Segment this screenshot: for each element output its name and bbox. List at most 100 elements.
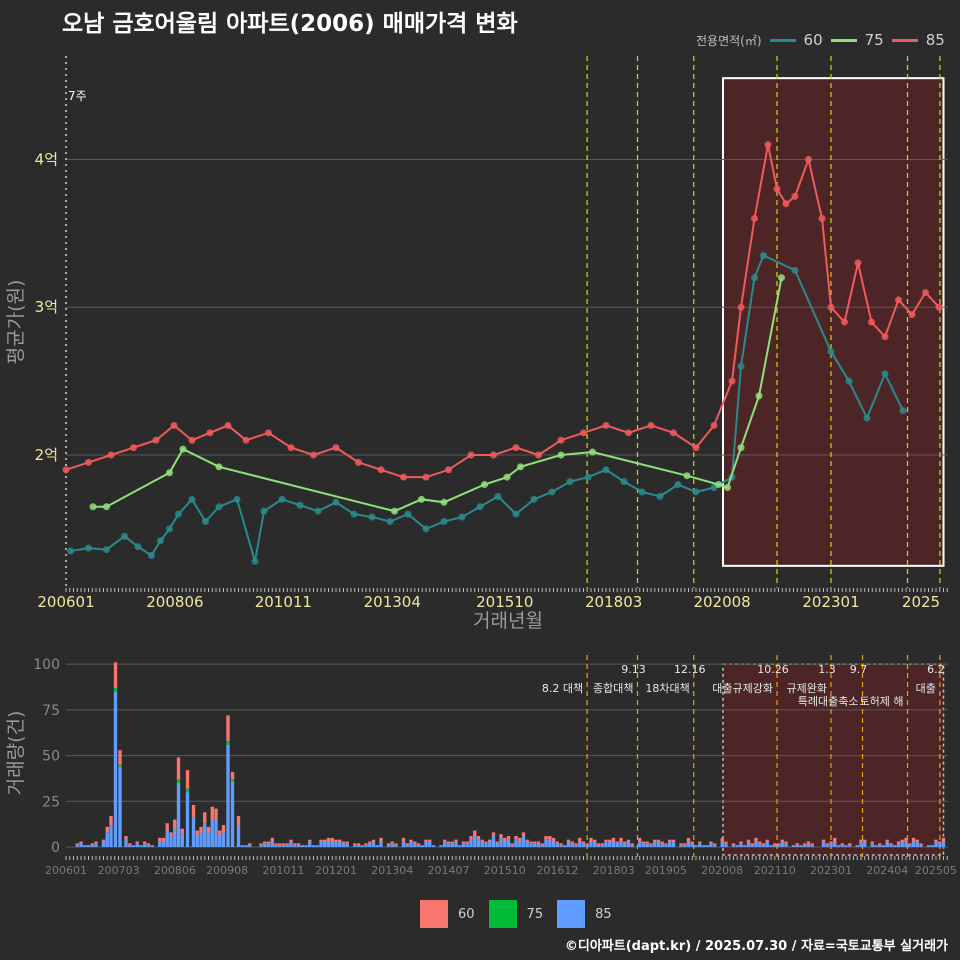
bar-segment-60 — [521, 832, 526, 837]
bar-segment-85 — [390, 843, 394, 847]
bar-segment-85 — [660, 843, 664, 847]
data-point-85 — [670, 429, 677, 437]
data-point-60 — [512, 510, 520, 518]
bar-segment-60 — [323, 839, 327, 842]
bar-segment-60 — [765, 839, 769, 842]
bar-segment-85 — [218, 836, 222, 847]
bar-segment-85 — [185, 792, 190, 847]
bar-segment-85 — [784, 843, 788, 847]
data-point-85 — [773, 185, 781, 193]
bar-segment-60 — [341, 841, 346, 844]
bar-segment-60 — [446, 841, 451, 844]
data-point-85 — [62, 466, 70, 474]
data-point-75 — [683, 472, 691, 480]
bottom-legend: 60 75 85 — [420, 900, 626, 928]
bar-segment-85 — [244, 845, 248, 847]
data-point-60 — [188, 495, 196, 503]
bar-segment-85 — [75, 845, 79, 847]
bar-segment-85 — [544, 839, 548, 847]
data-point-85 — [805, 155, 812, 163]
bar-segment-85 — [803, 845, 807, 847]
data-point-60 — [674, 481, 682, 489]
bar-segment-85 — [278, 845, 282, 847]
bar-segment-75 — [176, 779, 181, 783]
bar-segment-60 — [529, 841, 533, 844]
bar-segment-60 — [690, 841, 694, 844]
event-label: 규제완화 — [787, 682, 827, 695]
bar-segment-85 — [488, 841, 492, 847]
bar-segment-85 — [806, 843, 811, 847]
bar-segment-60 — [128, 843, 132, 846]
bar-segment-85 — [401, 841, 406, 847]
bar-segment-85 — [135, 843, 139, 847]
bar-segment-85 — [409, 841, 413, 847]
bar-segment-85 — [578, 841, 582, 847]
bar-segment-85 — [214, 819, 218, 847]
bar-segment-85 — [503, 841, 507, 847]
data-point-75 — [589, 448, 596, 456]
bar-segment-85 — [176, 783, 181, 847]
bar-highlight-region — [722, 663, 945, 856]
data-point-60 — [548, 488, 556, 496]
bar-segment-60 — [499, 834, 503, 838]
event-label: 종합대책 — [593, 682, 633, 695]
bar-segment-85 — [878, 845, 882, 847]
bar-segment-60 — [709, 841, 713, 844]
y-tick-label: 3억 — [35, 298, 58, 316]
bar-segment-85 — [698, 843, 702, 847]
bar-segment-85 — [911, 841, 916, 847]
bar-segment-60 — [934, 839, 938, 842]
bar-x-tick-label: 202505 — [915, 864, 957, 877]
data-point-75 — [391, 507, 398, 515]
bar-segment-85 — [319, 841, 323, 847]
bar-segment-60 — [660, 841, 664, 844]
bar-segment-85 — [705, 845, 709, 847]
bar-segment-60 — [641, 841, 646, 844]
bar-segment-60 — [889, 843, 893, 846]
bar-segment-85 — [563, 845, 567, 847]
y-tick-label: 2억 — [35, 446, 58, 464]
bar-segment-85 — [896, 843, 901, 847]
data-point-60 — [751, 274, 758, 282]
bar-y-tick-label: 100 — [33, 657, 60, 673]
bar-segment-85 — [743, 845, 747, 847]
bar-segment-85 — [844, 845, 848, 847]
data-point-85 — [400, 473, 407, 481]
bar-y-tick-label: 25 — [42, 794, 60, 810]
bottom-legend-item-85: 85 — [557, 900, 612, 928]
bar-segment-85 — [199, 832, 203, 847]
bar-segment-85 — [195, 836, 199, 847]
bar-segment-60 — [544, 836, 548, 840]
bar-x-tick-label: 200703 — [98, 864, 140, 877]
bar-segment-85 — [690, 843, 694, 847]
bar-segment-85 — [608, 841, 612, 847]
bar-segment-60 — [206, 826, 211, 833]
bar-segment-60 — [630, 843, 634, 846]
bar-segment-85 — [731, 845, 736, 847]
bar-segment-60 — [405, 843, 409, 846]
bar-segment-60 — [259, 843, 263, 846]
bar-segment-60 — [919, 843, 923, 846]
bar-segment-85 — [885, 841, 889, 847]
bar-segment-85 — [368, 843, 372, 847]
bar-segment-85 — [360, 845, 364, 847]
bar-x-tick-label: 201510 — [484, 864, 526, 877]
bar-segment-85 — [769, 845, 773, 847]
bar-segment-60 — [210, 806, 214, 820]
bar-segment-85 — [686, 841, 691, 847]
data-point-85 — [152, 436, 160, 444]
bar-segment-60 — [518, 837, 522, 842]
bar-segment-85 — [551, 841, 556, 847]
bar-segment-60 — [833, 837, 837, 842]
bar-segment-60 — [870, 841, 874, 844]
data-point-60 — [296, 501, 304, 509]
bar-segment-60 — [185, 770, 190, 789]
bar-segment-60 — [574, 843, 578, 846]
data-point-85 — [841, 318, 848, 326]
bar-segment-85 — [589, 841, 593, 847]
bar-segment-60 — [454, 839, 458, 842]
bar-segment-60 — [143, 841, 147, 844]
bar-segment-60 — [795, 843, 799, 846]
bar-segment-85 — [559, 845, 563, 847]
